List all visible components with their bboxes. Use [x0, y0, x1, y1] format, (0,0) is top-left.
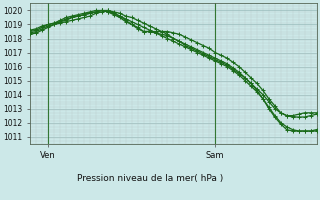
X-axis label: Pression niveau de la mer( hPa ): Pression niveau de la mer( hPa ) [77, 174, 224, 183]
